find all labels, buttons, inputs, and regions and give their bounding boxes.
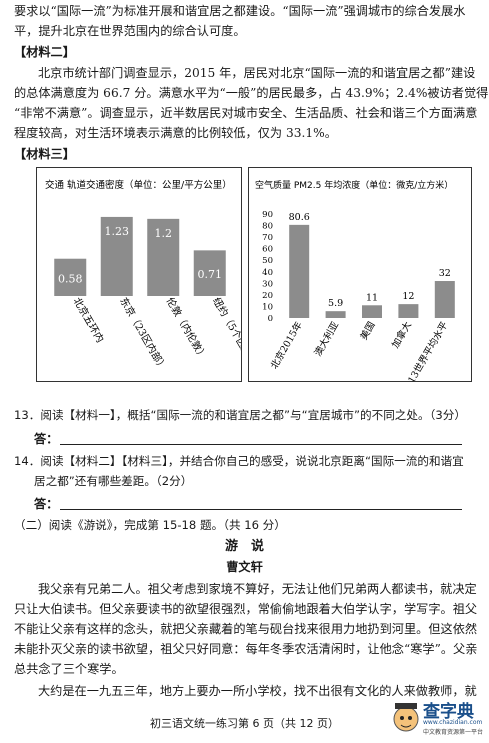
data-label: 5.9 [328, 298, 343, 309]
bar [434, 281, 455, 318]
article-title: 游 说 [224, 539, 264, 554]
logo-sub: 中文教育资源第一平台 [423, 729, 484, 736]
text-line: 程度较高，对生活环境表示满意的比例较低，仅为 33.1%。 [14, 126, 337, 140]
chart-title: 空气质量 PM2.5 年均浓度（单位：微克/立方米） [255, 179, 453, 191]
section-heading: （二）阅读《游说》，完成第 15-18 题。（共 16 分） [14, 518, 286, 532]
text-line: 要求以“国际一流”为标准开展和谐宜居之都建设。“国际一流”强调城市的综合发展水 [14, 4, 466, 18]
data-label: 1.23 [105, 225, 130, 238]
y-tick-label: 40 [262, 268, 273, 278]
category-label: 澳大利亚 [312, 319, 342, 358]
y-tick-label: 60 [262, 245, 273, 255]
answer-line-14 [60, 509, 462, 510]
text-line: 大约是在一九五三年，地方上要办一所小学校，找不出很有文化的人来做教师，就 [38, 684, 477, 698]
text-line: 只让大伯读书。但父亲要读书的欲望很强烈，常偷偷地跟着大伯学认字，学写字。祖父 [14, 602, 478, 616]
material-heading: 【材料二】 [14, 45, 75, 59]
article-author: 曹文轩 [226, 560, 263, 574]
logo-url: www.chazidian.com [423, 719, 483, 726]
question-14-cont: 居之都”还有哪些差距。（2分） [34, 474, 193, 488]
text-line: 未能扑灭父亲的读书欲望，祖父只好同意：每年冬季农活清闲时，让他念“寒学”。父亲 [14, 642, 478, 656]
material-heading: 【材料三】 [14, 147, 75, 161]
y-tick-label: 20 [262, 291, 273, 301]
pm25-chart: 空气质量 PM2.5 年均浓度（单位：微克/立方米） 0 10 20 30 40 50 60 7… [248, 167, 472, 396]
bar [147, 218, 180, 296]
question-13: 13．阅读【材料一】，概括“国际一流的和谐宜居之都”与“宜居城市”的不同之处。（… [14, 408, 466, 422]
text-line: “非常不满意”。调查显示，近半数居民对城市安全、生活品质、社会和谐三个方面满意 [14, 106, 478, 120]
category-label: 伦敦（内伦敦） [164, 295, 210, 362]
text-line: 北京市统计部门调查显示，2015 年，居民对北京“国际一流的和谐宜居之都”建设 [38, 66, 476, 80]
category-label: 纽约（5个区） [210, 295, 241, 359]
data-label: 11 [366, 292, 378, 303]
bar [100, 216, 133, 296]
answer-line-13 [60, 444, 462, 445]
data-label: 0.71 [198, 268, 223, 281]
text-line: 我父亲有兄弟二人。祖父考虑到家境不算好，无法让他们兄弟两人都读书，就决定 [38, 582, 477, 596]
text-line: 的总体满意度为 66.7 分。满意水平为“一般”的居民最多，占 43.9%；2.… [14, 86, 489, 100]
category-label: 北京五环内 [71, 295, 107, 345]
mascot-icon [393, 703, 419, 732]
chart-title: 交通 轨道交通密度（单位：公里/平方公里） [45, 179, 232, 191]
data-label: 12 [402, 291, 414, 302]
category-label: 加拿大 [389, 319, 414, 350]
category-label: 美国 [358, 320, 378, 342]
answer-label: 答： [34, 432, 59, 446]
y-tick-label: 50 [262, 256, 273, 266]
rail-density-chart-svg: 交通 轨道交通密度（单位：公里/平方公里） 0.58 北京五环内 1.23 东京（23区… [45, 179, 255, 373]
bar [362, 305, 382, 318]
answer-label: 答： [34, 497, 59, 511]
page-footer: 初三语文统一练习第 6 页（共 12 页） [150, 717, 339, 730]
text-line: 不能让父亲有这样的念头，就把父亲藏着的笔与砚台找来很用力地扔到河里。但这依然 [14, 622, 478, 636]
bar [325, 311, 346, 318]
bar [193, 250, 226, 296]
data-label: 1.2 [155, 227, 173, 240]
y-tick-label: 90 [262, 210, 273, 220]
bar [54, 258, 87, 296]
y-tick-label: 70 [262, 233, 273, 243]
rail-density-chart: 交通 轨道交通密度（单位：公里/平方公里） 0.58 北京五环内 1.23 东京（23区… [36, 167, 255, 382]
logo-name: 查字典 [423, 702, 474, 722]
data-label: 0.58 [58, 272, 83, 285]
y-tick-label: 80 [262, 222, 273, 232]
category-label: 北京2015年 [268, 319, 305, 371]
y-tick-label: 30 [262, 279, 273, 289]
text-line: 总共念了三个寒学。 [14, 662, 124, 676]
data-label: 80.6 [289, 212, 310, 223]
site-logo: 查字典 www.chazidian.com 中文教育资源第一平台 [391, 695, 483, 739]
text-line: 平，提升北京在世界范围内的综合认可度。 [14, 24, 246, 38]
category-label: 东京（23区内部） [117, 295, 170, 373]
y-tick-label: 0 [268, 314, 273, 324]
bar [289, 224, 310, 318]
bar [398, 304, 419, 318]
data-label: 32 [439, 268, 451, 279]
y-tick-label: 10 [262, 302, 273, 312]
question-14: 14．阅读【材料二】【材料三】，并结合你自己的感受，说说北京距离“国际一流的和谐… [14, 454, 464, 468]
